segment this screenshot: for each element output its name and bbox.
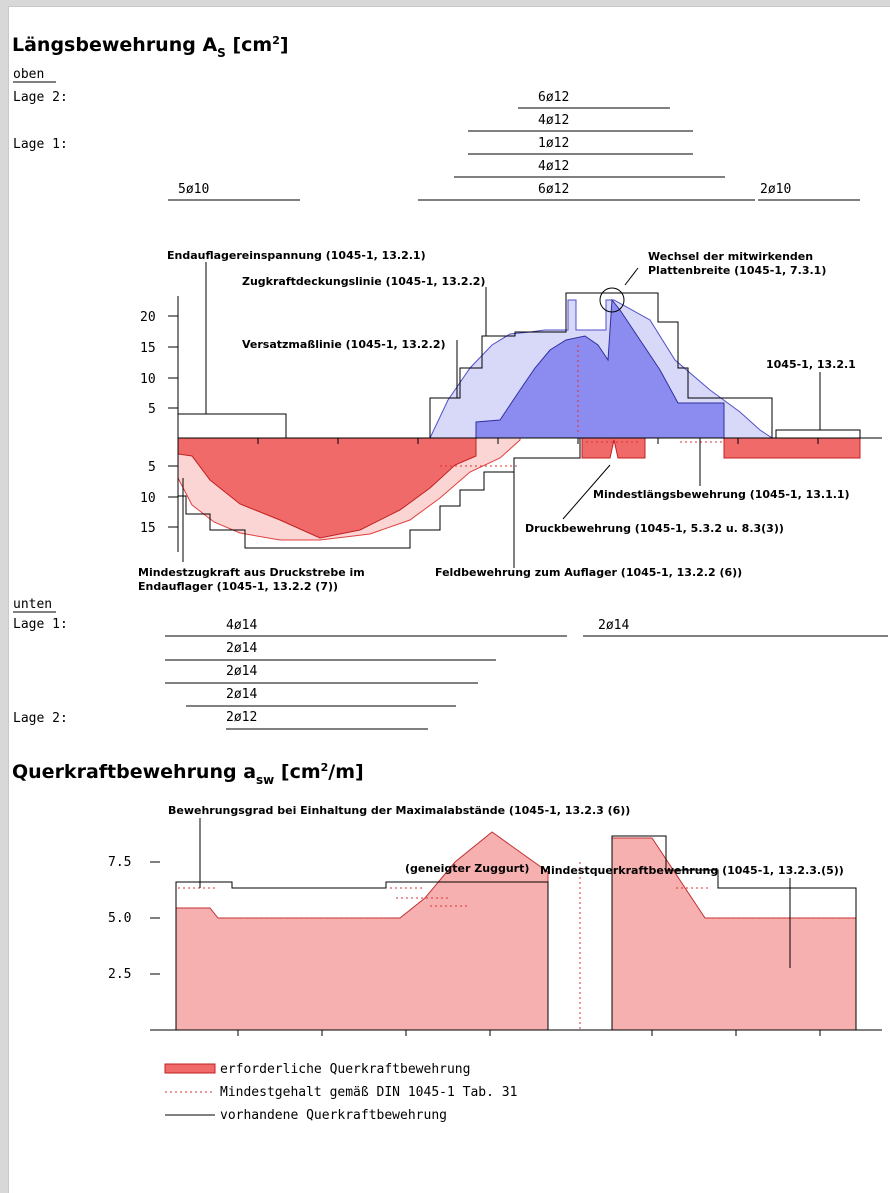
oben-bar-5: 6ø12: [538, 182, 569, 197]
legend-erforderlich: erforderliche Querkraftbewehrung: [220, 1062, 470, 1077]
series-vorhanden-unten: [177, 438, 581, 549]
annotation-zugkraftdeckung: Zugkraftdeckungslinie (1045-1, 13.2.2): [242, 275, 485, 288]
series-feldbewehrung: [177, 437, 477, 539]
legend-mindestgehalt: Mindestgehalt gemäß DIN 1045-1 Tab. 31: [220, 1085, 517, 1100]
oben-bar-1: 6ø12: [538, 90, 569, 105]
unten-bar-schedule: unten Lage 1: Lage 2: 4ø14 2ø14 2ø14 2ø1…: [13, 597, 888, 730]
y-tick-low-5: 5: [148, 460, 156, 475]
series-vorhanden-oben: [429, 292, 773, 438]
unten-bar-1: 4ø14: [226, 618, 257, 633]
annotation-mindestzugkraft-l1: Mindestzugkraft aus Druckstrebe im: [138, 566, 365, 579]
oben-lage2-label: Lage 2:: [13, 90, 68, 105]
annotation-wechsel-l2: Plattenbreite (1045-1, 7.3.1): [648, 264, 826, 277]
unten-bar-6: 2ø12: [226, 710, 257, 725]
laengs-title: Längsbewehrung AS [cm2]: [12, 34, 289, 60]
y-tick-15: 15: [140, 341, 156, 356]
unten-bar-3: 2ø14: [226, 641, 257, 656]
laengs-chart: 20 15 10 5 5 10 15 Endauflagereinspannun…: [138, 249, 882, 593]
oben-bar-6: 5ø10: [178, 182, 209, 197]
annotation-druckbewehrung: Druckbewehrung (1045-1, 5.3.2 u. 8.3(3)): [525, 522, 784, 535]
q-y-tick-2-5: 2.5: [108, 967, 131, 982]
y-tick-10: 10: [140, 372, 156, 387]
annotation-feldbewehrung: Feldbewehrung zum Auflager (1045-1, 13.2…: [435, 566, 742, 579]
series-vorhanden-left: [175, 881, 549, 1030]
quer-chart: 7.5 5.0 2.5 Bewehrungsgrad bei Einhaltun…: [108, 804, 882, 1036]
y-tick-low-15: 15: [140, 521, 156, 536]
y-tick-5: 5: [148, 402, 156, 417]
annotation-versatzmass: Versatzmaßlinie (1045-1, 13.2.2): [242, 338, 446, 351]
annotation-13-2-1: 1045-1, 13.2.1: [766, 358, 856, 371]
oben-bar-4: 4ø12: [538, 159, 569, 174]
annotation-endauflager: Endauflagereinspannung (1045-1, 13.2.1): [167, 249, 426, 262]
unten-lage1-label: Lage 1:: [13, 617, 68, 632]
y-tick-20: 20: [140, 310, 156, 325]
unten-bar-4: 2ø14: [226, 664, 257, 679]
series-vorhanden-right: [611, 835, 857, 1030]
oben-bar-schedule: oben Lage 2: Lage 1: 6ø12 4ø12 1ø12 4ø12…: [13, 67, 860, 201]
legend: erforderliche Querkraftbewehrung Mindest…: [164, 1062, 517, 1123]
annotation-bewehrungsgrad: Bewehrungsgrad bei Einhaltung der Maxima…: [168, 804, 630, 817]
oben-bar-2: 4ø12: [538, 113, 569, 128]
unten-bar-5: 2ø14: [226, 687, 257, 702]
oben-bar-7: 2ø10: [760, 182, 791, 197]
q-y-tick-5-0: 5.0: [108, 911, 131, 926]
unten-label: unten: [13, 597, 52, 612]
annotation-mindestquerkraft: Mindestquerkraftbewehrung (1045-1, 13.2.…: [540, 864, 844, 877]
series-zugkraftdeckung: [475, 298, 725, 439]
annotation-mindestzugkraft-l2: Endauflager (1045-1, 13.2.2 (7)): [138, 580, 338, 593]
oben-label: oben: [13, 67, 44, 82]
annotation-wechsel-l1: Wechsel der mitwirkenden: [648, 250, 813, 263]
q-y-tick-7-5: 7.5: [108, 855, 131, 870]
oben-lage1-label: Lage 1:: [13, 137, 68, 152]
legend-vorhanden: vorhandene Querkraftbewehrung: [220, 1108, 447, 1123]
annotation-mindestlaengs: Mindestlängsbewehrung (1045-1, 13.1.1): [593, 488, 850, 501]
y-tick-low-10: 10: [140, 491, 156, 506]
annotation-geneigter-zuggurt: (geneigter Zuggurt): [405, 862, 529, 875]
unten-lage2-label: Lage 2:: [13, 711, 68, 726]
oben-bar-3: 1ø12: [538, 136, 569, 151]
quer-title: Querkraftbewehrung asw [cm2/m]: [12, 761, 364, 787]
unten-bar-2: 2ø14: [598, 618, 629, 633]
